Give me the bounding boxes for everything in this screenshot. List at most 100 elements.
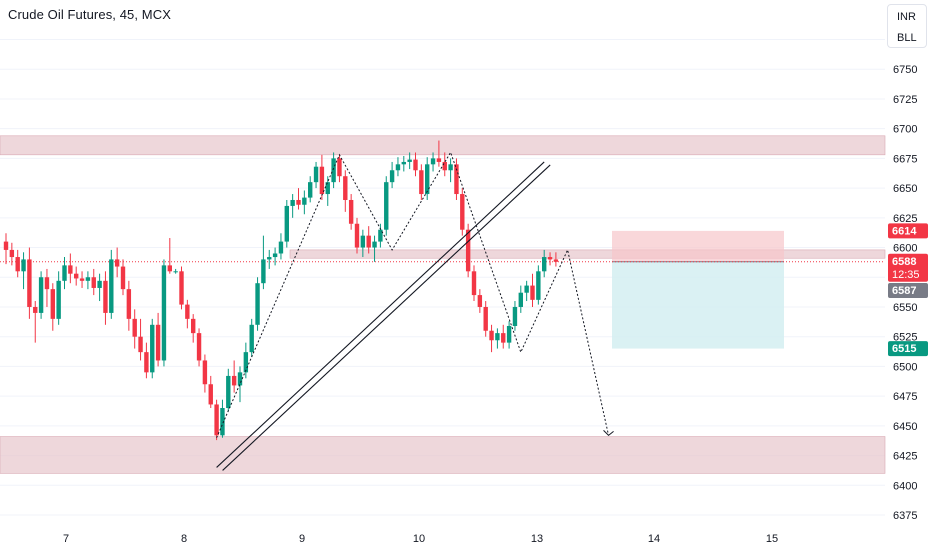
candle-body: [173, 271, 178, 273]
y-tick-label: 6650: [893, 183, 917, 195]
unit-code: BLL: [897, 32, 917, 44]
x-tick-label: 13: [531, 533, 543, 545]
candle-body: [506, 325, 512, 343]
candle-body: [413, 159, 418, 171]
candle-body: [395, 164, 401, 171]
supply-demand-zones: [0, 135, 886, 474]
candle-body: [465, 229, 471, 272]
candle-body: [167, 265, 172, 272]
y-tick-label: 6550: [893, 302, 917, 314]
candle-body: [378, 229, 383, 242]
candle-body: [384, 182, 389, 230]
candle-body: [155, 324, 161, 361]
candle-body: [9, 249, 15, 258]
candle-body: [512, 306, 518, 326]
stop-loss-zone: [612, 230, 784, 262]
candle-body: [226, 375, 231, 409]
candle-body: [290, 199, 295, 206]
candle-body: [419, 170, 424, 195]
y-tick-label: 6725: [893, 94, 917, 106]
y-tick-label: 6400: [893, 480, 917, 492]
price-label-box: [888, 253, 928, 282]
candle-body: [267, 257, 272, 260]
candle-body: [278, 241, 284, 254]
y-tick-label: 6375: [893, 510, 917, 522]
candle-body: [144, 352, 149, 373]
candle-body: [79, 278, 85, 281]
candle-body: [196, 333, 202, 361]
candle-body: [27, 259, 32, 307]
y-tick-label: 6525: [893, 332, 917, 344]
candle-body: [471, 271, 477, 296]
candle-body: [319, 166, 325, 195]
candle-body: [302, 197, 307, 205]
candle-body: [179, 271, 184, 305]
y-tick-label: 6600: [893, 243, 917, 255]
candle-body: [524, 285, 529, 293]
candle-body: [202, 360, 208, 385]
x-tick-label: 15: [766, 533, 778, 545]
chart-title: Crude Oil Futures, 45, MCX: [8, 7, 171, 22]
candles: [3, 140, 559, 441]
candle-body: [237, 372, 243, 386]
y-tick-label: 6750: [893, 64, 917, 76]
candle-body: [261, 259, 266, 284]
candle-body: [3, 241, 9, 250]
trendlines[interactable]: [216, 161, 551, 471]
y-tick-label: 6425: [893, 451, 917, 463]
candle-body: [536, 271, 541, 300]
candle-body: [372, 241, 377, 248]
candle-body: [38, 277, 44, 313]
zone-box: [0, 135, 886, 156]
candle-body: [360, 235, 366, 248]
projected-path[interactable]: [216, 151, 614, 438]
price-label-box: [888, 282, 928, 298]
candle-body: [348, 199, 354, 224]
candle-body: [161, 265, 167, 361]
projection-path: [216, 151, 610, 438]
candle-body: [448, 164, 453, 171]
price-label-text: 6515: [892, 343, 916, 355]
candle-body: [518, 292, 523, 307]
candle-body: [366, 235, 371, 248]
candle-body: [231, 375, 237, 386]
price-label-text: 6614: [892, 225, 917, 237]
candle-body: [220, 408, 225, 436]
candle-body: [132, 318, 137, 337]
y-tick-label: 6500: [893, 361, 917, 373]
candle-body: [313, 166, 319, 183]
time-axis[interactable]: 7 8 9 10 13 14 15: [63, 533, 778, 545]
candle-body: [325, 182, 330, 195]
x-tick-label: 14: [648, 533, 660, 545]
trendline: [216, 161, 545, 468]
candle-body: [85, 277, 91, 281]
candle-body: [243, 352, 249, 373]
price-label-box: [888, 223, 928, 239]
candle-body: [389, 170, 395, 183]
candle-body: [542, 257, 547, 272]
trendline-parallel: [222, 164, 551, 471]
candle-body: [103, 280, 108, 313]
currency-code: INR: [897, 11, 916, 23]
candle-body: [436, 158, 442, 162]
zone-box: [0, 436, 886, 474]
currency-unit-selector[interactable]: INR BLL: [887, 4, 927, 48]
candle-body: [354, 223, 360, 248]
candle-body: [21, 259, 26, 272]
projection-arrowhead: [603, 430, 614, 437]
candle-body: [483, 306, 488, 331]
candle-body: [454, 164, 459, 195]
take-profit-zone: [612, 261, 784, 349]
candle-body: [401, 161, 406, 165]
zone-box: [289, 249, 886, 259]
candle-body: [126, 289, 132, 319]
candle-body: [308, 182, 313, 198]
candle-body: [109, 259, 114, 313]
y-tick-label: 6675: [893, 153, 917, 165]
candle-body: [44, 277, 50, 290]
candle-body: [91, 277, 96, 288]
position-tool[interactable]: [0, 230, 885, 349]
candle-body: [74, 273, 79, 279]
